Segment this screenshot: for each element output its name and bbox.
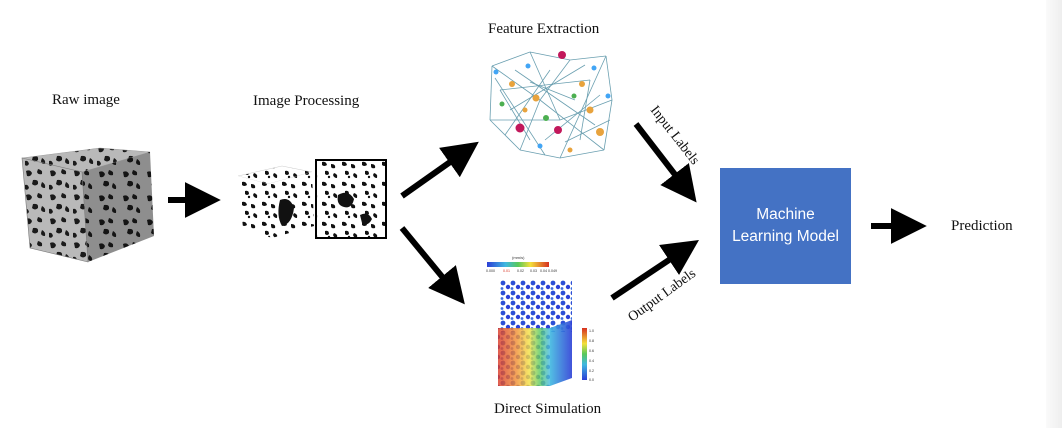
svg-text:0.2: 0.2 bbox=[589, 369, 594, 373]
svg-text:0.8: 0.8 bbox=[589, 339, 594, 343]
svg-text:0.4: 0.4 bbox=[589, 359, 594, 363]
raw-image-label: Raw image bbox=[52, 92, 120, 108]
ml-box-line1: Machine bbox=[756, 206, 815, 223]
output-labels-text: Output Labels bbox=[626, 266, 699, 325]
arrow-input-labels bbox=[633, 122, 697, 203]
svg-text:0.03: 0.03 bbox=[530, 269, 537, 273]
svg-text:(mm/s): (mm/s) bbox=[512, 255, 525, 260]
direct-simulation-label: Direct Simulation bbox=[494, 401, 602, 417]
input-labels-text: Input Labels bbox=[647, 103, 702, 168]
feature-extraction-label: Feature Extraction bbox=[488, 21, 600, 37]
svg-text:0.04 0.049: 0.04 0.049 bbox=[540, 269, 557, 273]
prediction-label: Prediction bbox=[951, 218, 1013, 234]
pore-network-image bbox=[489, 51, 613, 159]
svg-text:0.0: 0.0 bbox=[589, 378, 594, 382]
svg-text:0.01: 0.01 bbox=[503, 269, 510, 273]
raw-image-cube bbox=[21, 147, 154, 263]
svg-text:0.000: 0.000 bbox=[486, 269, 495, 273]
machine-learning-model-box: Machine Learning Model bbox=[720, 168, 851, 284]
pore-network-nodes bbox=[493, 51, 611, 153]
svg-text:0.02: 0.02 bbox=[517, 269, 524, 273]
arrow-to-feature-extraction bbox=[400, 141, 479, 199]
image-processing-images bbox=[237, 159, 387, 239]
direct-simulation-image: (mm/s) 0.000 0.01 0.02 0.03 0.04 0.049 1… bbox=[486, 255, 594, 386]
image-processing-label: Image Processing bbox=[253, 93, 360, 109]
svg-text:1.0: 1.0 bbox=[589, 329, 594, 333]
page-edge-shadow bbox=[1046, 0, 1062, 428]
arrow-to-direct-simulation bbox=[399, 226, 465, 305]
arrow-output-labels bbox=[610, 240, 699, 301]
ml-box-line2: Learning Model bbox=[732, 228, 839, 245]
svg-text:0.6: 0.6 bbox=[589, 349, 594, 353]
